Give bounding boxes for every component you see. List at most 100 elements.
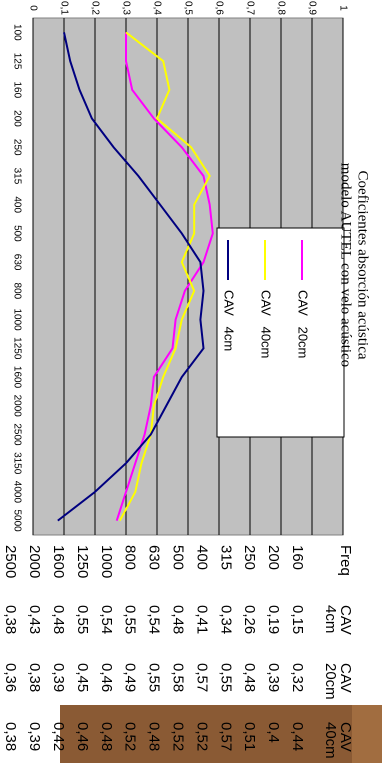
x-tick-label: 125 bbox=[11, 53, 22, 70]
table-cell: 0,52 bbox=[122, 722, 139, 751]
table-cell: 0,51 bbox=[241, 722, 258, 751]
table-header: Freq bbox=[337, 545, 354, 576]
chart-title: modelo AUTEL con velo acústico bbox=[338, 163, 354, 367]
table-cell: 0,46 bbox=[98, 663, 115, 692]
x-tick-label: 100 bbox=[11, 24, 22, 41]
table-cell: 0,39 bbox=[50, 663, 67, 692]
x-tick-label: 500 bbox=[11, 225, 22, 242]
table-cell: 200 bbox=[265, 545, 282, 570]
y-tick-label: 0,3 bbox=[120, 1, 131, 15]
x-tick-label: 160 bbox=[11, 81, 22, 98]
table-cell: 160 bbox=[289, 545, 306, 570]
table-cell: 0,55 bbox=[217, 663, 234, 692]
y-tick-label: 0,8 bbox=[275, 1, 286, 15]
legend-label: CAV 20cm bbox=[296, 290, 311, 358]
legend-label: CAV 4cm bbox=[222, 290, 237, 351]
table-cell: 2500 bbox=[2, 545, 19, 578]
table-cell: 0,39 bbox=[265, 663, 282, 692]
table-cell: 0,48 bbox=[241, 663, 258, 692]
table-header: 4cm bbox=[322, 605, 339, 633]
table-cell: 0,46 bbox=[74, 722, 91, 751]
x-tick-label: 2000 bbox=[11, 395, 22, 418]
table-cell: 0,49 bbox=[122, 663, 139, 692]
table-cell: 0,43 bbox=[26, 605, 43, 634]
series-line bbox=[115, 32, 214, 521]
series-line bbox=[118, 31, 211, 522]
table-cell: 0,48 bbox=[50, 605, 67, 634]
table-cell: 0,57 bbox=[193, 663, 210, 692]
table-cell: 800 bbox=[122, 545, 139, 570]
table-cell: 0,52 bbox=[170, 722, 187, 751]
y-tick-label: 0,2 bbox=[89, 1, 100, 15]
table-cell: 315 bbox=[217, 545, 234, 570]
x-tick-label: 1600 bbox=[11, 366, 22, 389]
x-tick-label: 4000 bbox=[11, 481, 22, 504]
y-tick-label: 0,9 bbox=[306, 1, 317, 15]
table-cell: 0,26 bbox=[241, 605, 258, 634]
table-cell: 500 bbox=[170, 545, 187, 570]
table-cell: 0,54 bbox=[98, 605, 115, 634]
table-cell: 0,15 bbox=[289, 605, 306, 634]
table-cell: 1600 bbox=[50, 545, 67, 578]
y-tick-label: 0 bbox=[27, 5, 38, 11]
table-header: 40cm bbox=[322, 722, 339, 759]
table-cell: 0,48 bbox=[146, 722, 163, 751]
table-cell: 0,58 bbox=[170, 663, 187, 692]
y-tick-label: 0,6 bbox=[213, 1, 224, 15]
x-tick-label: 5000 bbox=[11, 510, 22, 533]
table-cell: 0,38 bbox=[2, 605, 19, 634]
table-cell: 0,32 bbox=[289, 663, 306, 692]
table-cell: 0,19 bbox=[265, 605, 282, 634]
series-line bbox=[57, 32, 205, 522]
table-cell: 1000 bbox=[98, 545, 115, 578]
x-tick-label: 800 bbox=[11, 283, 22, 300]
table-cell: 630 bbox=[146, 545, 163, 570]
table-cell: 0,55 bbox=[122, 605, 139, 634]
legend-box bbox=[216, 227, 345, 438]
table-cell: 0,48 bbox=[170, 605, 187, 634]
x-tick-label: 1000 bbox=[11, 308, 22, 331]
y-tick-label: 0,5 bbox=[182, 1, 193, 15]
table-cell: 0,54 bbox=[146, 605, 163, 634]
table-cell: 0,44 bbox=[289, 722, 306, 751]
table-cell: 0,55 bbox=[74, 605, 91, 634]
table-cell: 0,52 bbox=[193, 722, 210, 751]
table-cell: 0,57 bbox=[217, 722, 234, 751]
wood-photo bbox=[60, 705, 382, 763]
legend-label: CAV 40cm bbox=[259, 290, 274, 358]
y-tick-label: 1 bbox=[337, 5, 348, 11]
table-cell: 0,36 bbox=[2, 663, 19, 692]
x-tick-label: 200 bbox=[11, 110, 22, 127]
table-cell: 0,38 bbox=[26, 663, 43, 692]
table-cell: 0,42 bbox=[50, 722, 67, 751]
x-tick-label: 630 bbox=[11, 254, 22, 271]
x-tick-label: 250 bbox=[11, 139, 22, 156]
y-tick-label: 0,7 bbox=[244, 1, 255, 15]
table-cell: 0,45 bbox=[74, 663, 91, 692]
table-cell: 0,38 bbox=[2, 722, 19, 751]
x-tick-label: 2500 bbox=[11, 423, 22, 446]
x-tick-label: 3150 bbox=[11, 452, 22, 475]
table-cell: 2000 bbox=[26, 545, 43, 578]
y-tick-label: 0,4 bbox=[151, 1, 162, 15]
table-cell: 0,4 bbox=[265, 722, 282, 743]
table-cell: 0,41 bbox=[193, 605, 210, 634]
table-header: CAV bbox=[337, 722, 354, 752]
table-header: CAV bbox=[337, 663, 354, 693]
table-cell: 0,39 bbox=[26, 722, 43, 751]
table-cell: 400 bbox=[193, 545, 210, 570]
table-header: CAV bbox=[337, 605, 354, 635]
table-cell: 0,48 bbox=[98, 722, 115, 751]
table-cell: 0,55 bbox=[146, 663, 163, 692]
x-tick-label: 315 bbox=[11, 168, 22, 185]
chart-title: Coeficientes absorción acústica bbox=[355, 170, 371, 359]
wood-grain bbox=[352, 705, 382, 763]
y-tick-label: 0,1 bbox=[58, 1, 69, 15]
table-cell: 0,34 bbox=[217, 605, 234, 634]
table-cell: 250 bbox=[241, 545, 258, 570]
x-tick-label: 400 bbox=[11, 196, 22, 213]
table-header: 20cm bbox=[322, 663, 339, 700]
table-cell: 1250 bbox=[74, 545, 91, 578]
